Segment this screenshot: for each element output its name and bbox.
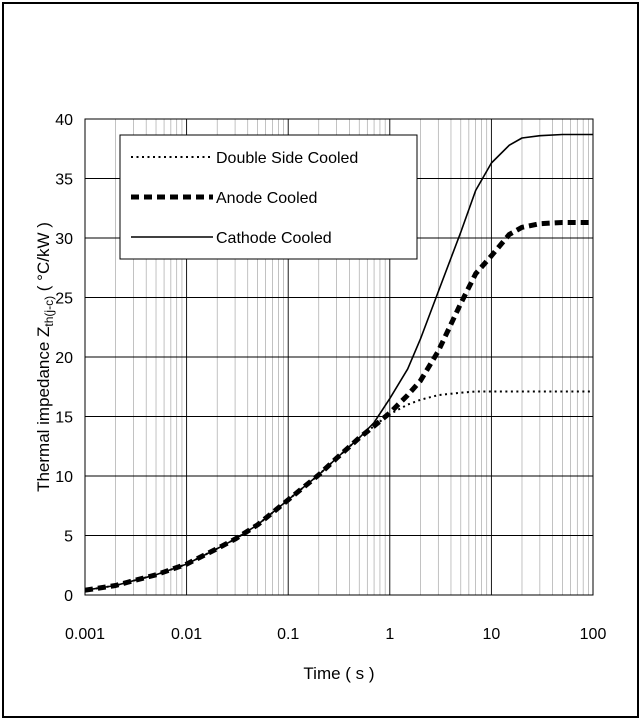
- y-tick-label: 10: [55, 469, 73, 486]
- y-tick-label: 15: [55, 410, 73, 427]
- y-tick-label: 40: [55, 112, 73, 129]
- y-axis-label-prefix: Thermal impedance Z: [34, 327, 53, 492]
- y-tick-label: 0: [64, 588, 73, 605]
- series-layer: [84, 133, 593, 593]
- legend-label: Anode Cooled: [216, 190, 317, 207]
- plot-area-border: [84, 118, 594, 596]
- legend-label: Double Side Cooled: [216, 150, 358, 167]
- y-axis-label-suffix: ( °C/kW ): [34, 222, 53, 296]
- y-axis-label-subscript: th(j-c): [42, 296, 56, 327]
- x-tick-label: 100: [580, 626, 607, 643]
- x-axis-label: Time ( s ): [303, 664, 374, 683]
- y-tick-labels: 0 5 10 15 20 25 30 35 40: [55, 112, 73, 605]
- y-axis-label: Thermal impedance Zth(j-c) ( °C/kW ): [34, 222, 56, 492]
- y-tick-label: 5: [64, 529, 73, 546]
- legend-box: [119, 134, 418, 260]
- x-tick-label: 0.01: [171, 626, 202, 643]
- series-line-1: [84, 390, 593, 592]
- series-line-2: [84, 220, 593, 593]
- x-tick-label: 0.1: [277, 626, 299, 643]
- legend: Double Side Cooled Anode Cooled Cathode Co…: [119, 134, 418, 260]
- y-tick-label: 30: [55, 231, 73, 248]
- y-tick-label: 25: [55, 291, 73, 308]
- x-tick-labels: 0.001 0.01 0.1 1 10 100: [65, 626, 606, 643]
- x-tick-label: 1: [385, 626, 394, 643]
- y-tick-label: 20: [55, 350, 73, 367]
- series-line-3: [84, 133, 593, 591]
- y-tick-label: 35: [55, 172, 73, 189]
- x-tick-label: 10: [483, 626, 501, 643]
- x-tick-label: 0.001: [65, 626, 105, 643]
- legend-label: Cathode Cooled: [216, 230, 332, 247]
